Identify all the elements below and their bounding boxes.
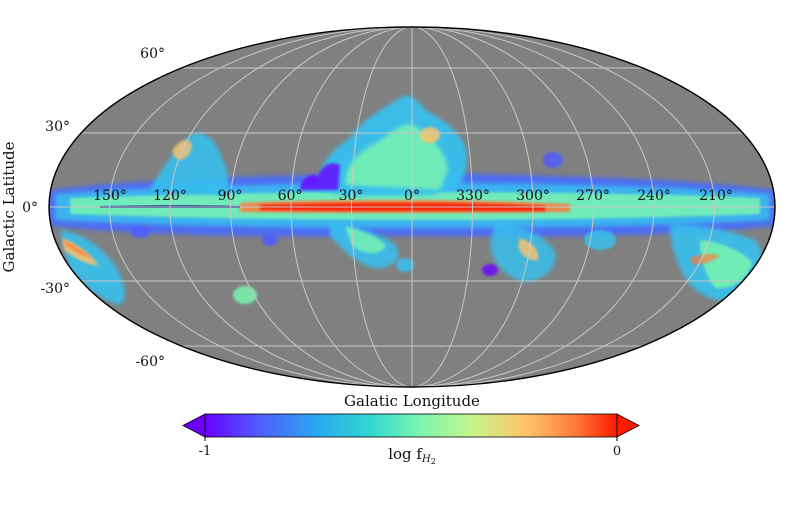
lon-tick-label: 150° — [93, 188, 127, 204]
upper-purple-fringe — [300, 163, 340, 190]
central-lower-lobe-core — [345, 226, 386, 254]
small-cloud — [482, 264, 498, 276]
map-border — [48, 26, 776, 388]
lon-tick-label: 270° — [576, 188, 610, 204]
latitude-tick-labels: 60° 30° 0° -30° -60° — [22, 46, 165, 370]
colorbar-max-label: 0 — [613, 444, 621, 459]
meridian-60 — [290, 27, 534, 387]
lat-tick-label: 0° — [22, 200, 38, 216]
central-cloud-core — [345, 124, 448, 190]
lon-tick-label: 30° — [339, 188, 364, 204]
meridian-120 — [169, 27, 655, 387]
lon-tick-label: 60° — [278, 188, 303, 204]
lon-tick-label: 0° — [404, 188, 420, 204]
molecular-gas-emission — [49, 95, 775, 305]
lon-tick-label: 240° — [637, 188, 671, 204]
right-lower-cloud-core — [518, 238, 539, 261]
colorbar-label-sub2: 2 — [431, 457, 436, 466]
colorbar-label-main: log f — [388, 445, 423, 463]
far-right-ridge — [690, 253, 720, 265]
colorbar-label-sub: H — [421, 454, 431, 465]
lat-tick-label: -30° — [40, 281, 70, 297]
lon-tick-label: 210° — [699, 188, 733, 204]
small-cloud — [396, 258, 414, 272]
lon-tick-label: 90° — [218, 188, 243, 204]
y-axis-label: Galactic Latitude — [0, 141, 18, 272]
colorbar: -1 0 log fH2 — [182, 413, 640, 466]
left-upper-cloud-core — [172, 139, 192, 160]
small-cloud — [584, 230, 616, 250]
colorbar-label: log fH2 — [388, 445, 436, 466]
colorbar-max-arrow — [616, 413, 640, 438]
small-cloud — [262, 234, 278, 246]
colorbar-min-arrow — [182, 413, 206, 438]
lon-tick-label: 330° — [456, 188, 490, 204]
lat-tick-label: 60° — [140, 46, 165, 62]
meridian-90 — [230, 27, 594, 387]
longitude-tick-labels: 150° 120° 90° 60° 30° 0° 330° 300° 270° … — [93, 188, 733, 204]
small-cloud — [420, 127, 440, 143]
left-upper-cloud — [150, 132, 229, 195]
meridian-30 — [351, 27, 473, 387]
lon-tick-label: 120° — [153, 188, 187, 204]
small-cloud — [543, 152, 563, 168]
small-cloud — [130, 226, 150, 238]
colorbar-min-label: -1 — [199, 444, 212, 459]
lon-tick-label: 300° — [516, 188, 550, 204]
left-lower-ridge — [64, 240, 92, 258]
lat-tick-label: 30° — [45, 119, 70, 135]
x-axis-label: Galatic Longitude — [344, 392, 480, 410]
lat-tick-label: -60° — [135, 354, 165, 370]
meridian-150 — [109, 27, 715, 387]
far-right-cloud-core — [700, 240, 752, 289]
colorbar-gradient — [204, 413, 618, 438]
